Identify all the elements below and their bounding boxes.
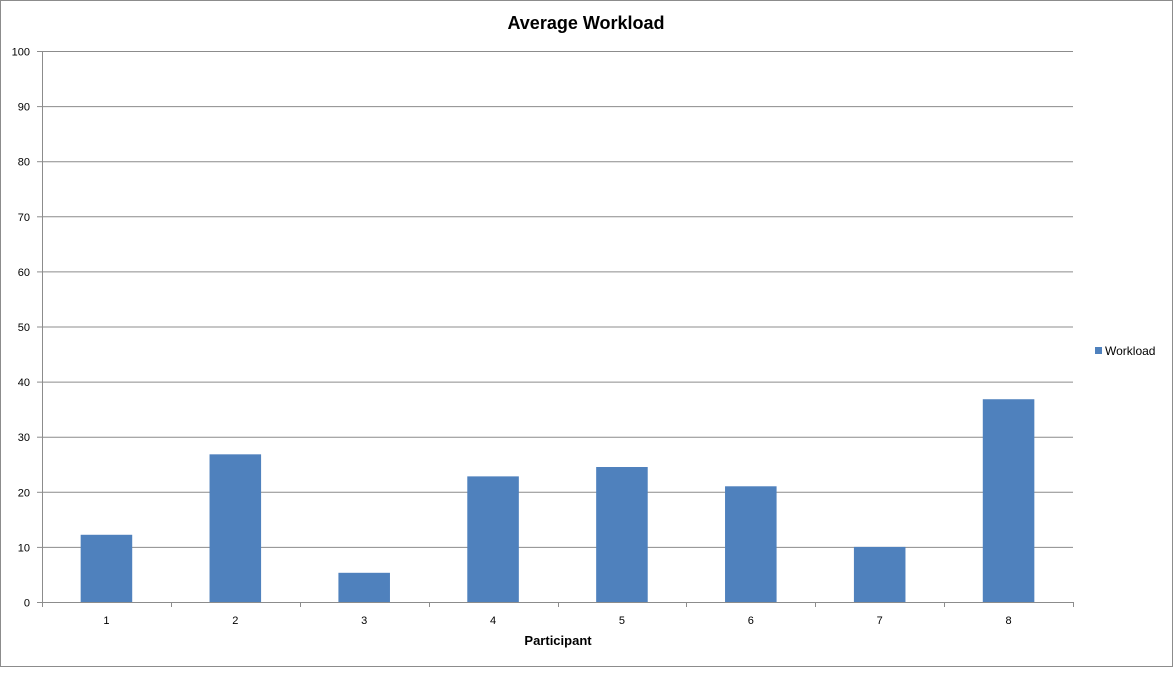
legend-label: Workload: [1105, 344, 1155, 358]
y-tick-label: 100: [12, 47, 30, 59]
y-tick-label: 80: [18, 157, 30, 169]
legend: Workload: [1095, 344, 1155, 358]
bar: [338, 572, 390, 602]
x-tick-label: 8: [1006, 615, 1012, 627]
y-tick-label: 0: [24, 598, 30, 610]
bar: [982, 399, 1035, 602]
bar: [209, 454, 262, 602]
gridlines: [42, 51, 1073, 548]
bar: [853, 546, 906, 602]
x-axis-label: Participant: [524, 633, 592, 648]
y-axis: 0 10 20 30 40 50 60 70 80 90 100: [12, 47, 43, 610]
y-tick-label: 30: [18, 432, 30, 444]
legend-swatch: [1095, 347, 1102, 354]
bar: [80, 534, 133, 602]
y-tick-label: 10: [18, 542, 30, 554]
chart-title: Average Workload: [507, 13, 664, 33]
y-tick-label: 90: [18, 102, 30, 114]
bar: [725, 486, 777, 602]
x-tick-label: 4: [490, 615, 496, 627]
x-tick-label: 2: [232, 615, 238, 627]
y-tick-label: 50: [18, 322, 30, 334]
bar-series: [80, 399, 1035, 602]
x-tick-label: 1: [103, 615, 109, 627]
y-tick-label: 40: [18, 377, 30, 389]
y-tick-label: 70: [18, 212, 30, 224]
bar: [596, 467, 648, 602]
x-tick-label: 3: [361, 615, 367, 627]
y-tick-label: 60: [18, 267, 30, 279]
x-tick-label: 7: [877, 615, 883, 627]
bar: [467, 476, 519, 602]
x-tick-label: 5: [619, 615, 625, 627]
x-axis: 1 2 3 4 5 6 7 8: [42, 602, 1074, 627]
chart-frame: [0, 0, 1173, 667]
x-tick-label: 6: [748, 615, 754, 627]
y-tick-label: 20: [18, 487, 30, 499]
